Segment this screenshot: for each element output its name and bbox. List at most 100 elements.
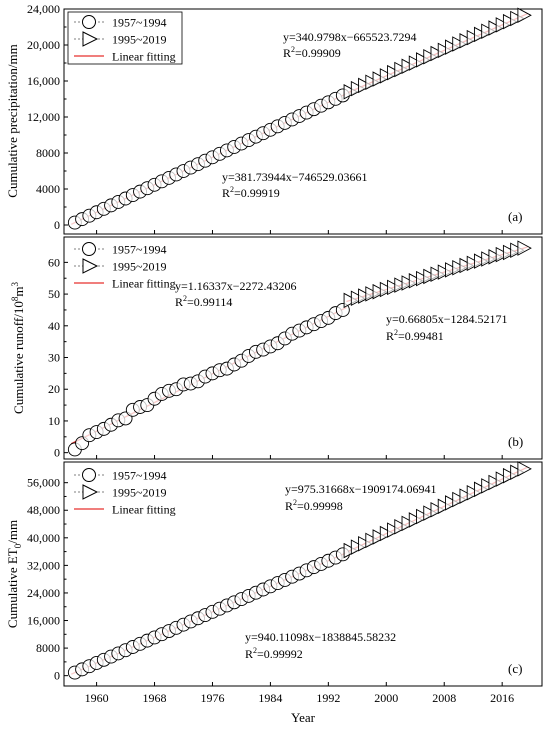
x-tick-label: 2016: [490, 691, 514, 705]
data-point-triangle: [481, 23, 496, 39]
data-point-triangle: [343, 84, 359, 100]
y-tick-label: 8000: [36, 146, 60, 160]
data-point-triangle: [459, 33, 474, 49]
legend-label: 1957~1994: [112, 469, 167, 483]
data-point-triangle: [350, 80, 366, 97]
data-point-triangle: [401, 275, 416, 291]
data-point-triangle: [350, 290, 366, 307]
legend-label: Linear fitting: [112, 50, 176, 64]
data-point-triangle: [488, 249, 503, 265]
equation-text: y=975.31668x−1909174.06941: [285, 482, 437, 496]
panel-c-ylabel: Cumulative ET0/mm: [5, 520, 23, 628]
data-point-triangle: [430, 266, 445, 283]
legend-circle-marker: [82, 242, 96, 256]
data-point-triangle: [372, 71, 387, 87]
data-point-triangle: [358, 536, 373, 552]
legend-triangle-marker: [82, 258, 99, 274]
data-point-triangle: [423, 268, 438, 285]
legend-circle-marker: [82, 15, 96, 29]
data-point-triangle: [488, 20, 503, 36]
data-point-triangle: [379, 525, 395, 542]
data-point-triangle: [452, 491, 467, 508]
legend-label: 1957~1994: [112, 243, 167, 257]
y-tick-label: 0: [54, 669, 60, 683]
data-point-triangle: [408, 55, 424, 71]
r2-text: R2=0.99992: [245, 646, 303, 661]
panel-a-legend: 1957~1994 1995~2019 Linear fitting: [67, 11, 183, 65]
panel-b-frame: [63, 236, 543, 460]
panel-a: 0 4000 8000 12,000 16,000 20,000 24,000 Cumula…: [5, 2, 543, 235]
panel-label: (b): [508, 434, 523, 449]
r2-text: R2=0.99919: [222, 185, 280, 200]
data-point-triangle: [466, 29, 482, 46]
data-point-triangle: [495, 246, 511, 263]
panel-c-markers: [67, 461, 532, 680]
y-tick-label: 0: [54, 218, 60, 232]
y-tick-label: 20: [48, 382, 60, 396]
panel-c-xticks: 1960 1968 1976 1984 1992 2000 2008 2016: [85, 682, 514, 705]
x-tick-label: 1976: [200, 691, 224, 705]
data-point-triangle: [343, 292, 359, 309]
data-point-triangle: [416, 508, 431, 525]
data-point-triangle: [365, 74, 380, 90]
data-point-triangle: [408, 512, 424, 528]
panel-b-yticks: 0 10 20 30 40 50 60: [48, 255, 503, 460]
y-tick-label: 8000: [36, 641, 60, 655]
y-tick-label: 20,000: [27, 38, 60, 52]
data-point-triangle: [430, 501, 445, 518]
y-tick-label: 12,000: [27, 110, 60, 124]
data-point-triangle: [372, 529, 387, 545]
legend-label: Linear fitting: [112, 277, 176, 291]
data-point-triangle: [408, 273, 424, 289]
data-point-triangle: [502, 13, 518, 30]
data-point-triangle: [423, 48, 438, 65]
y-tick-label: 4000: [36, 182, 60, 196]
data-point-triangle: [379, 281, 395, 298]
legend-triangle-marker: [82, 484, 99, 500]
x-axis-label: Year: [291, 710, 316, 725]
y-tick-label: 60: [48, 255, 60, 269]
y-tick-label: 16,000: [27, 614, 60, 628]
panel-a-yticks: 0 4000 8000 12,000 16,000 20,000 24,000: [27, 2, 503, 234]
data-point-triangle: [445, 262, 460, 278]
data-point-triangle: [466, 255, 482, 272]
data-point-triangle: [350, 539, 366, 555]
data-point-triangle: [401, 58, 416, 75]
x-tick-label: 1960: [85, 691, 109, 705]
legend-label: 1995~2019: [112, 486, 167, 500]
y-tick-label: 24,000: [27, 586, 60, 600]
data-point-triangle: [372, 283, 387, 300]
legend-label: 1995~2019: [112, 260, 167, 274]
data-point-triangle: [379, 68, 395, 84]
data-point-triangle: [510, 10, 525, 27]
r2-text: R2=0.99998: [285, 498, 343, 513]
x-tick-label: 1968: [143, 691, 167, 705]
equation-text: y=340.9798x−665523.7294: [283, 30, 417, 44]
x-tick-label: 1984: [258, 691, 282, 705]
data-point-triangle: [358, 77, 373, 94]
data-point-triangle: [394, 277, 409, 293]
panel-a-ylabel: Cumulative precipitation/mm: [5, 44, 20, 197]
data-point-triangle: [452, 36, 467, 52]
data-point-triangle: [517, 240, 532, 256]
data-point-triangle: [437, 42, 453, 59]
panel-label: (c): [508, 661, 522, 676]
data-point-triangle: [502, 467, 518, 484]
data-point-triangle: [517, 461, 532, 477]
data-point-triangle: [488, 474, 503, 491]
data-point-triangle: [502, 244, 518, 261]
data-point-triangle: [510, 464, 525, 481]
x-tick-label: 2008: [432, 691, 456, 705]
data-point-triangle: [481, 251, 496, 267]
y-tick-label: 40,000: [27, 531, 60, 545]
data-point-triangle: [437, 264, 453, 280]
data-point-triangle: [473, 481, 489, 498]
y-tick-label: 56,000: [27, 476, 60, 490]
panel-c-frame: [63, 461, 543, 687]
y-tick-label: 16,000: [27, 74, 60, 88]
data-point-triangle: [423, 505, 438, 521]
legend-label: 1995~2019: [112, 33, 167, 47]
data-point-triangle: [358, 288, 373, 304]
data-point-triangle: [473, 253, 489, 269]
